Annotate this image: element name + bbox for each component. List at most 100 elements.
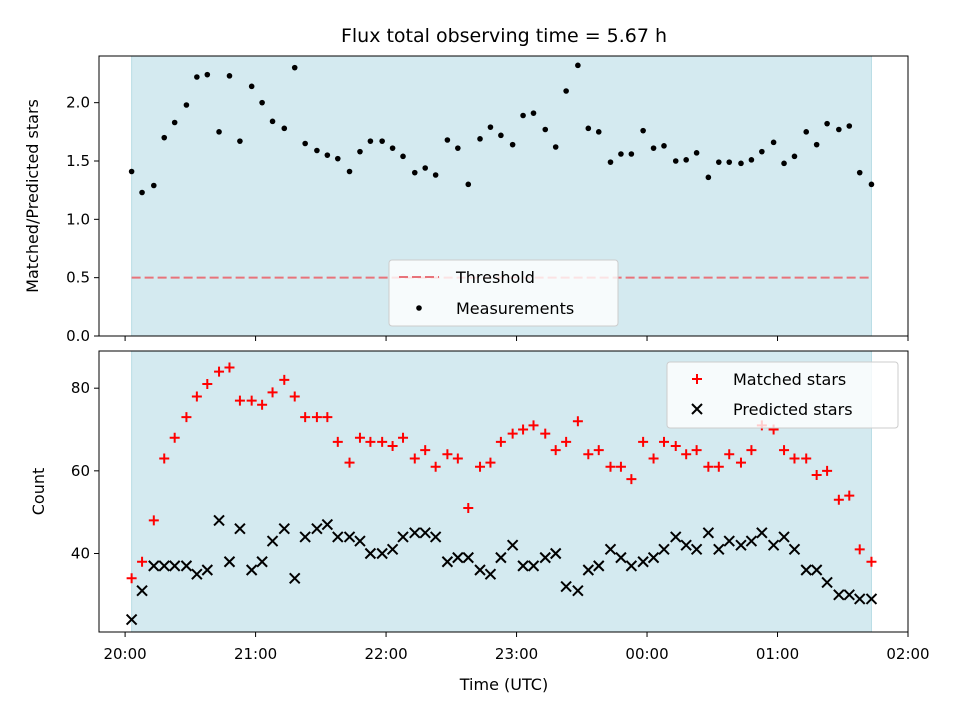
matched-star-point — [214, 366, 225, 377]
matched-star-point — [126, 573, 137, 584]
measurement-point — [334, 155, 341, 162]
y-tick-label: 2.0 — [66, 94, 90, 112]
matched-star-point — [475, 461, 486, 472]
measurement-point — [640, 127, 646, 134]
predicted-star-point — [125, 613, 138, 626]
measurement-point — [477, 136, 483, 142]
matched-star-point — [615, 461, 626, 472]
matched-star-point — [279, 374, 290, 385]
matched-star-point — [746, 445, 757, 456]
measurement-point — [444, 137, 451, 143]
measurement-point — [422, 165, 429, 171]
matched-star-point — [866, 556, 877, 567]
matched-star-point — [658, 436, 669, 447]
legend: Matched stars Predicted stars — [666, 361, 899, 429]
matched-star-point — [561, 436, 572, 447]
measurement-point — [151, 182, 157, 189]
matched-star-point — [365, 436, 376, 447]
predicted-star-point — [549, 547, 562, 560]
measurement-point — [530, 110, 537, 116]
matched-star-point — [703, 461, 714, 472]
predicted-star-point — [180, 560, 193, 572]
predicted-star-point — [843, 589, 855, 601]
measurement-point — [302, 140, 308, 147]
matched-star-point — [452, 453, 463, 464]
x-tick-label: 20:00 — [103, 645, 146, 663]
predicted-star-point — [343, 531, 356, 543]
predicted-star-point — [397, 531, 409, 543]
predicted-star-point — [690, 543, 703, 556]
matched-star-point — [626, 474, 637, 485]
matched-star-point — [300, 412, 311, 423]
matched-star-point — [311, 412, 322, 423]
predicted-star-point — [582, 564, 595, 576]
measurement-point — [226, 73, 233, 79]
predicted-star-point — [278, 522, 290, 535]
predicted-star-point — [364, 547, 377, 560]
matched-star-point — [354, 432, 365, 443]
measurement-point — [791, 153, 798, 160]
measurement-point — [868, 181, 875, 188]
matched-star-point — [289, 391, 300, 402]
measurement-point — [672, 158, 679, 164]
measurement-point — [509, 141, 516, 148]
matched-star-point — [202, 379, 213, 390]
predicted-star-point — [637, 556, 649, 568]
predicted-star-point — [800, 564, 812, 576]
measurement-point — [379, 138, 385, 144]
matched-star-point — [387, 441, 398, 452]
measurement-point — [770, 139, 777, 146]
measurement-point — [128, 168, 135, 175]
matched-star-point — [550, 445, 561, 456]
matched-star-point — [593, 445, 604, 456]
y-axis-label: Count — [29, 468, 48, 516]
matched-star-point — [507, 428, 518, 439]
matched-star-point — [528, 420, 539, 431]
x-tick-label: 22:00 — [364, 645, 407, 663]
matched-star-point — [638, 436, 649, 447]
measurement-point — [432, 172, 439, 178]
matched-star-point — [724, 449, 735, 460]
matched-star-point — [789, 453, 800, 464]
predicted-star-point — [713, 543, 725, 556]
matched-star-point — [485, 457, 496, 468]
measurement-point — [661, 143, 667, 149]
matched-star-point — [540, 428, 551, 439]
predicted-star-point — [821, 576, 833, 589]
x-tick-label: 00:00 — [625, 645, 668, 663]
legend-box — [666, 361, 899, 429]
matched-star-point — [332, 436, 343, 447]
matched-star-point — [713, 461, 724, 472]
predicted-star-point — [658, 543, 670, 556]
measurement-point — [357, 148, 363, 155]
measurement-point — [139, 189, 145, 196]
y-tick-label: 80 — [71, 379, 90, 397]
bottom-panel-counts: 40 60 80 20:00 21:00 22:00 23:00 00:00 01:00 02:0… — [29, 350, 930, 663]
legend-box — [388, 259, 619, 327]
predicted-star-point — [245, 564, 258, 576]
matched-star-point — [344, 457, 355, 468]
y-tick-label: 60 — [71, 462, 90, 480]
matched-star-point — [267, 387, 278, 398]
measurement-point — [738, 160, 744, 167]
measurement-point — [291, 64, 298, 71]
predicted-star-point — [854, 593, 866, 605]
measurement-point — [367, 138, 374, 144]
matched-star-point — [137, 556, 148, 567]
matched-star-point — [572, 416, 583, 427]
predicted-star-point — [615, 551, 627, 564]
measurement-point — [259, 99, 265, 106]
predicted-star-point — [517, 560, 529, 572]
legend-measurement-swatch — [416, 305, 422, 311]
predicted-star-point — [527, 560, 540, 572]
measurement-point — [487, 124, 494, 130]
measurement-point — [204, 71, 211, 78]
predicted-star-point — [168, 560, 181, 572]
predicted-star-point — [647, 551, 660, 564]
predicted-star-point — [452, 551, 464, 564]
matched-star-point — [398, 432, 409, 443]
axes-frame — [98, 350, 909, 633]
predicted-star-point — [321, 518, 334, 531]
measurement-point — [171, 119, 178, 126]
predicted-star-point — [680, 539, 692, 551]
